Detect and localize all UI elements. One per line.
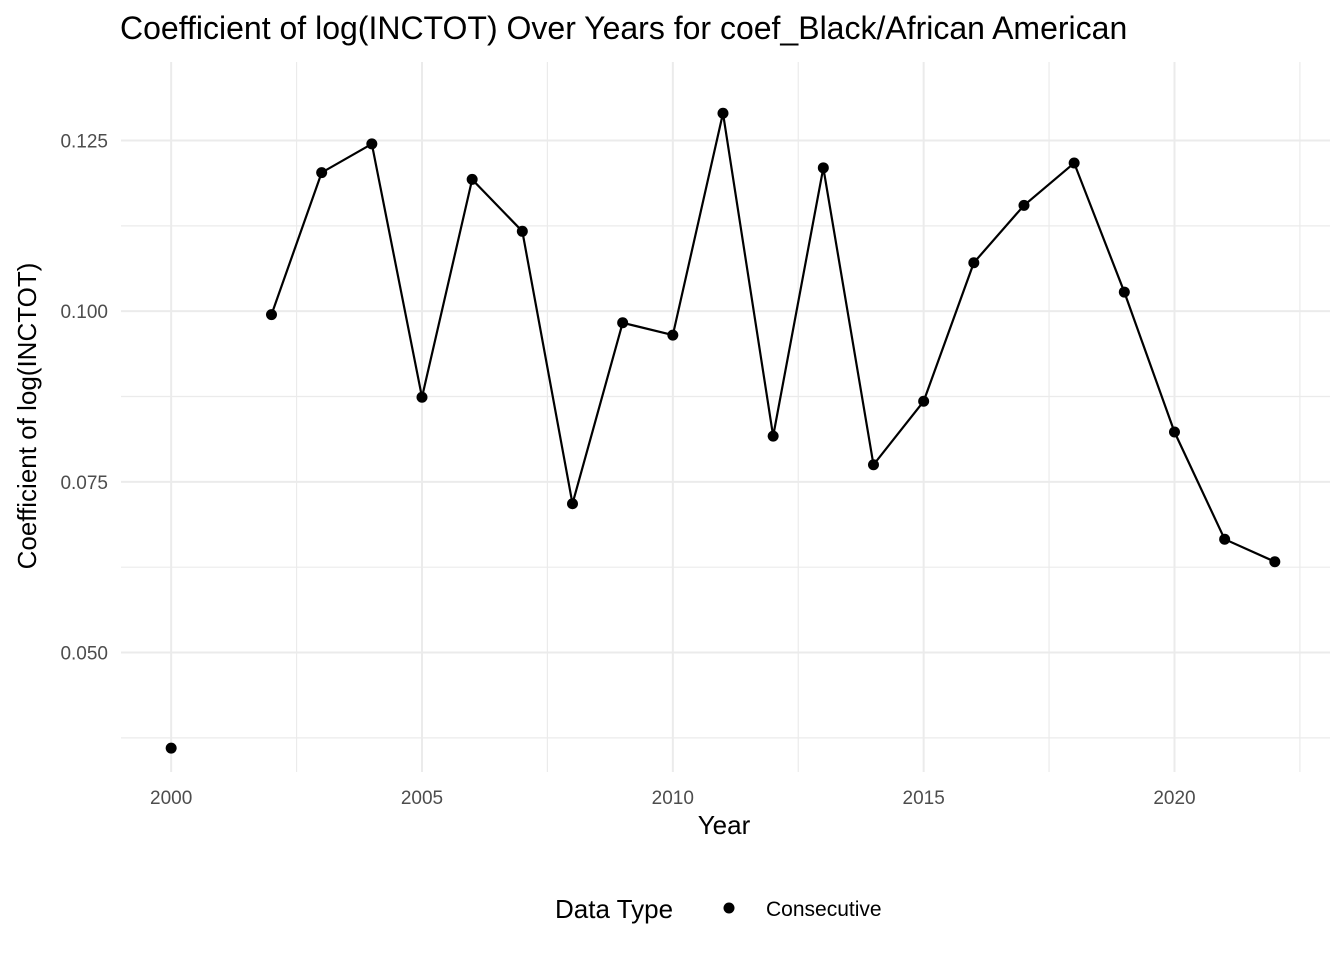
data-point-2013 [817,162,829,174]
data-point-2006 [466,173,478,185]
chart-title: Coefficient of log(INCTOT) Over Years fo… [120,10,1127,46]
x-tick-label-0: 2000 [150,788,192,809]
data-point-2007 [516,225,528,237]
data-point-2004 [366,138,378,150]
y-axis-tick-labels: 0.050 0.075 0.100 0.125 [60,132,108,665]
legend: Data Type Consecutive [555,894,882,924]
plot-panel [121,62,1330,772]
data-point-2008 [566,498,578,510]
data-point-2015 [918,395,930,407]
legend-title: Data Type [555,894,673,924]
series-layer [165,107,1281,754]
legend-label-consecutive: Consecutive [766,898,882,921]
data-point-2005 [416,391,428,403]
data-point-2018 [1068,157,1080,169]
minor-gridlines [121,62,1330,772]
data-point-2012 [767,430,779,442]
x-tick-label-3: 2015 [903,788,945,809]
y-axis-title: Coefficient of log(INCTOT) [12,263,42,570]
x-tick-label-4: 2020 [1153,788,1195,809]
data-point-2021 [1219,533,1231,545]
y-tick-label-3: 0.125 [60,132,108,153]
major-gridlines [121,62,1330,772]
x-tick-label-2: 2010 [652,788,694,809]
y-tick-label-2: 0.100 [60,302,108,323]
x-tick-label-1: 2005 [401,788,443,809]
data-point-2022 [1269,556,1281,568]
y-tick-label-1: 0.075 [60,473,108,494]
data-point-2019 [1118,286,1130,298]
data-point-2002 [265,309,277,321]
x-axis-title: Year [698,810,751,840]
data-point-2003 [316,167,328,179]
y-tick-label-0: 0.050 [60,644,108,665]
legend-key-point [723,902,735,914]
data-point-2017 [1018,199,1030,211]
data-point-2010 [667,329,679,341]
data-point-2014 [867,459,879,471]
data-point-2016 [968,257,980,269]
data-point-2009 [617,317,629,329]
data-point-2020 [1168,426,1180,438]
data-point-2000 [165,742,177,754]
data-point-2011 [717,107,729,119]
x-axis-tick-labels: 2000 2005 2010 2015 2020 [150,788,1196,809]
